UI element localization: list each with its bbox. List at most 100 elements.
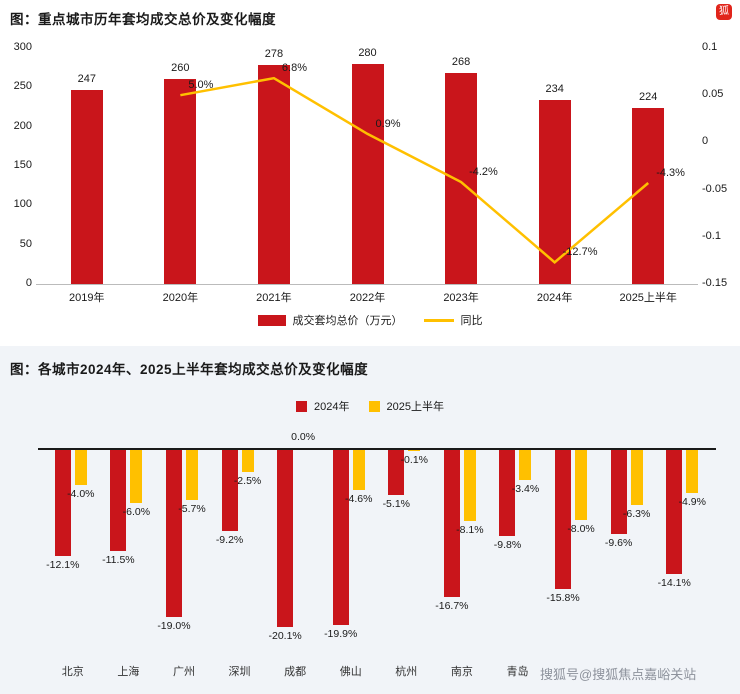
price-bar-legend-swatch (257, 314, 286, 326)
pct-label-2025h1: -8.1% (456, 524, 484, 537)
price-bar (70, 89, 103, 284)
pct-label-2025h1: -6.0% (122, 505, 151, 518)
bar-2024 (277, 450, 294, 627)
price-bar (632, 107, 665, 284)
pct-label-2024: -15.8% (546, 592, 580, 605)
bar-2024 (332, 450, 349, 626)
sohu-logo-icon: 狐 (716, 4, 732, 20)
line-point-label: 0.9% (375, 117, 401, 130)
bar-2024 (555, 450, 572, 590)
pct-label-2024: -11.5% (102, 554, 135, 567)
legend-2025h1-swatch (368, 400, 380, 412)
right-axis-tick: 0.05 (702, 88, 724, 101)
left-axis-tick: 150 (13, 159, 32, 171)
bar-2025h1 (241, 450, 254, 472)
pct-label-2025h1: -2.5% (233, 475, 262, 487)
city-label: 南京 (450, 666, 473, 678)
yoy-trend-polyline (180, 76, 650, 264)
bar-2025h1 (130, 450, 143, 503)
line-point-label: 6.8% (281, 62, 307, 75)
line-point-label: -4.3% (656, 166, 685, 179)
bar-2024 (221, 450, 238, 531)
zero-axis-line (38, 448, 716, 450)
chart2-legend: 2024年 2025上半年 (0, 398, 740, 414)
right-axis-tick: 0 (702, 135, 709, 148)
bar-value-label: 224 (639, 90, 658, 103)
bar-2025h1 (408, 450, 421, 451)
bar-2025h1 (352, 450, 365, 491)
bar-2024 (165, 450, 182, 618)
pct-label-2024: -9.8% (493, 539, 522, 552)
chart2-plot: -12.1% -4.0% 北京 -11.5% -6.0% 上海 -19.0% -5.7% 广州 -… (0, 420, 740, 694)
bar-value-label: 280 (358, 46, 377, 59)
yoy-line-legend-label: 同比 (460, 315, 483, 327)
bar-2025h1 (185, 450, 198, 501)
left-axis-tick: 200 (13, 119, 32, 132)
left-axis-tick: 50 (19, 237, 32, 250)
price-bar (164, 79, 197, 284)
pct-label-2025h1: -3.4% (511, 482, 540, 495)
pct-label-2025h1: -0.1% (400, 453, 428, 466)
pct-label-2024: -12.1% (46, 559, 80, 572)
x-axis-label: 2022年 (349, 292, 386, 304)
bar-value-label: 268 (451, 56, 471, 69)
line-point-label: 5.0% (188, 79, 214, 92)
right-axis-tick: -0.15 (702, 277, 728, 289)
pct-label-2025h1: -8.0% (567, 523, 595, 536)
left-axis-tick: 250 (13, 80, 32, 93)
price-bar-legend-label: 成交套均总价（万元） (292, 315, 403, 327)
city-label: 北京 (61, 666, 84, 678)
bar-2024 (610, 450, 627, 535)
bar-value-label: 234 (545, 82, 564, 95)
line-point-label: -12.7% (562, 246, 598, 259)
city-label: 上海 (117, 666, 140, 678)
pct-label-2024: -19.9% (324, 628, 358, 641)
bar-2025h1 (463, 450, 476, 522)
left-axis-tick: 300 (13, 41, 32, 53)
pct-label-2024: -20.1% (268, 629, 302, 642)
city-label: 成都 (284, 666, 307, 678)
legend-2025h1-label: 2025上半年 (386, 401, 444, 413)
watermark: 搜狐号@搜狐焦点嘉峪关站 (540, 667, 697, 682)
bar-2025h1 (686, 450, 699, 494)
chart1-plot: 300 250 200 150 100 50 0 0.1 0.05 0 -0.05 -0.1 -0.15… (0, 38, 740, 338)
bar-2024 (499, 450, 516, 537)
pct-label-2024: -14.1% (657, 577, 691, 590)
bar-2024 (666, 450, 683, 575)
city-label: 广州 (172, 666, 195, 678)
bar-value-label: 278 (264, 48, 284, 61)
chart1-panel: 图：重点城市历年套均成交总价及变化幅度 狐 300 250 200 150 100 50 0… (0, 0, 740, 346)
x-axis-label: 2020年 (162, 292, 199, 304)
x-axis-label: 2021年 (256, 292, 292, 304)
pct-label-2025h1: -4.6% (344, 493, 373, 506)
pct-label-2025h1: 0.0% (291, 431, 316, 443)
bar-2025h1 (519, 450, 532, 480)
pct-label-2024: -9.2% (215, 533, 244, 546)
x-axis-label: 2024年 (536, 292, 573, 304)
pct-label-2024: -16.7% (435, 599, 469, 612)
x-axis-label: 2023年 (443, 292, 479, 304)
right-axis-tick: -0.05 (702, 182, 728, 195)
x-axis-label: 2019年 (69, 292, 105, 304)
city-label: 深圳 (228, 666, 251, 678)
bar-2025h1 (575, 450, 588, 521)
pct-label-2024: -9.6% (604, 537, 633, 550)
chart1-title: 图：重点城市历年套均成交总价及变化幅度 (10, 12, 276, 27)
chart2-title: 图：各城市2024年、2025上半年套均成交总价及变化幅度 (10, 362, 369, 377)
pct-label-2025h1: -4.0% (67, 488, 95, 501)
legend-2024-swatch (296, 400, 308, 412)
right-axis-tick: 0.1 (702, 41, 718, 53)
x-axis-line (36, 284, 698, 285)
city-label: 青岛 (506, 666, 529, 678)
bar-2025h1 (630, 450, 643, 506)
left-axis-tick: 0 (25, 277, 32, 289)
line-point-label: -4.2% (469, 166, 498, 179)
x-axis-label: 2025上半年 (619, 292, 677, 304)
pct-label-2025h1: -6.3% (622, 508, 651, 521)
price-bar (351, 63, 384, 284)
bar-2025h1 (74, 450, 87, 486)
bar-value-label: 247 (77, 72, 96, 85)
price-bar (257, 65, 290, 284)
bar-value-label: 260 (171, 62, 190, 75)
